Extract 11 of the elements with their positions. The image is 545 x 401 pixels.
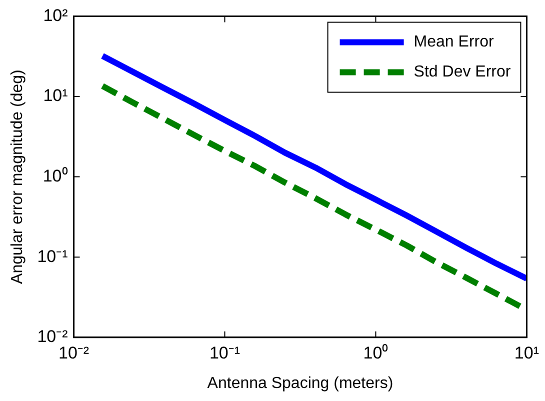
x-tick-label: 10⁻¹ <box>209 343 240 362</box>
y-tick-label: 10⁰ <box>42 166 68 186</box>
x-tick-label: 10⁰ <box>363 343 388 362</box>
y-tick-label: 10² <box>43 6 68 25</box>
x-axis-title: Antenna Spacing (meters) <box>207 374 394 392</box>
x-tick-label: 10¹ <box>514 343 540 362</box>
legend-label: Mean Error <box>414 34 494 51</box>
y-tick-label: 10¹ <box>43 86 68 106</box>
y-tick-label: 10⁻¹ <box>37 246 68 266</box>
legend-label: Std Dev Error <box>414 64 512 81</box>
y-axis-title: Angular error magnitude (deg) <box>9 70 26 284</box>
